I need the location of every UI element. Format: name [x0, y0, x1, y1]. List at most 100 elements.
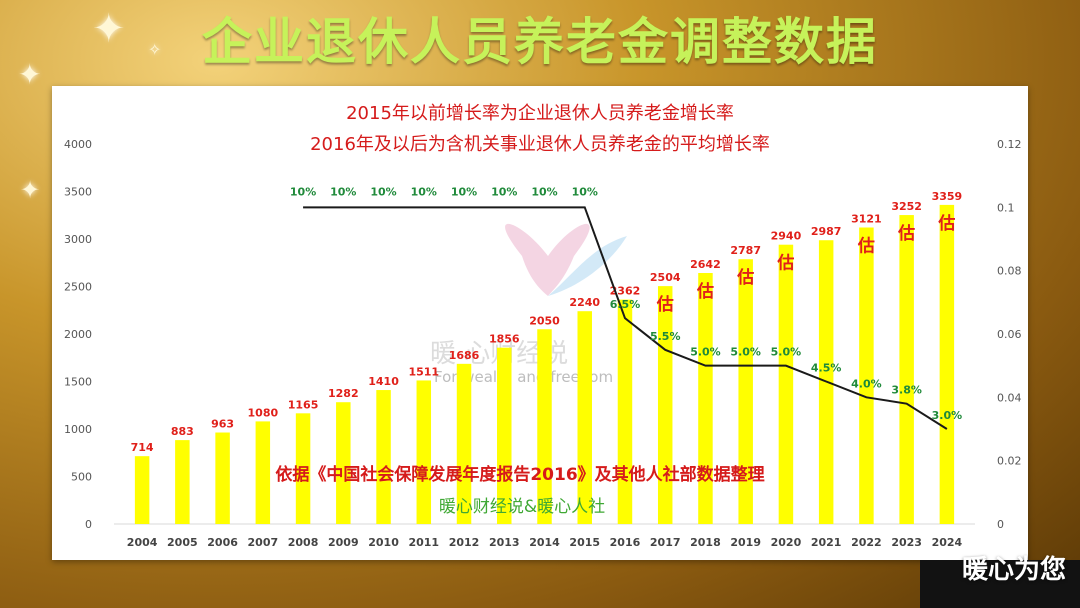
- bar-value-label: 2787: [730, 244, 761, 257]
- bar-value-label: 2504: [650, 271, 681, 284]
- y-left-tick-label: 1500: [64, 376, 92, 389]
- bar: [859, 227, 874, 524]
- y-right-tick-label: 0.04: [997, 391, 1022, 404]
- bar: [416, 380, 432, 524]
- bar-value-label: 1511: [408, 365, 439, 378]
- x-tick-label: 2008: [288, 536, 319, 549]
- bar-value-label: 2940: [771, 230, 802, 243]
- bar: [537, 329, 552, 524]
- x-tick-label: 2015: [569, 536, 600, 549]
- growth-rate-line: [303, 206, 948, 430]
- growth-rate-label: 10%: [290, 185, 316, 198]
- bar-value-label: 2642: [690, 258, 721, 271]
- estimate-mark: 估: [937, 213, 955, 234]
- bar-value-label: 1165: [288, 398, 319, 411]
- bar-value-label: 3121: [851, 213, 882, 226]
- bar: [336, 402, 351, 524]
- x-tick-label: 2019: [730, 536, 761, 549]
- bar: [778, 244, 794, 524]
- x-tick-label: 2009: [328, 536, 359, 549]
- y-left-tick-label: 2500: [64, 281, 92, 294]
- credit-note: 暖心财经说&暖心人社: [439, 497, 605, 517]
- sparkle-decoration: ✦: [92, 6, 126, 52]
- growth-rate-label: 3.8%: [891, 384, 922, 397]
- y-left-tick-label: 2000: [64, 328, 92, 341]
- chart-panel: 暖 心财经说 For wealth and freedom 2015年以前增长率…: [52, 86, 1028, 560]
- bar: [939, 204, 955, 524]
- bar: [698, 273, 713, 524]
- growth-rate-label: 5.0%: [730, 346, 761, 359]
- bar: [134, 456, 150, 524]
- bar: [497, 347, 512, 524]
- bar-value-label: 1686: [449, 349, 480, 362]
- bar: [175, 440, 190, 524]
- pension-chart: 暖 心财经说 For wealth and freedom 2015年以前增长率…: [64, 103, 1022, 549]
- watermark-en: For wealth and freedom: [434, 368, 613, 386]
- sparkle-decoration: ✦: [20, 176, 41, 204]
- y-left-tick-label: 1000: [64, 423, 92, 436]
- estimate-mark: 估: [656, 294, 674, 315]
- y-right-tick-label: 0.06: [997, 328, 1022, 341]
- y-left-tick-label: 4000: [64, 138, 92, 151]
- bar-value-label: 3252: [891, 200, 922, 213]
- y-right-tick-label: 0.02: [997, 455, 1022, 468]
- growth-rate-label: 10%: [491, 185, 517, 198]
- bar: [215, 432, 230, 524]
- bar-value-label: 2987: [811, 225, 842, 238]
- brand-mark: 暖心为您: [961, 555, 1066, 585]
- corner-band: [920, 560, 1080, 608]
- x-tick-label: 2005: [167, 536, 198, 549]
- x-tick-label: 2023: [891, 536, 922, 549]
- bar-value-label: 963: [211, 418, 234, 431]
- bar-value-label: 2050: [529, 314, 560, 327]
- bar: [295, 413, 311, 524]
- bar-value-label: 3359: [932, 190, 963, 203]
- chart-subtitle-line-2: 2016年及以后为含机关事业退休人员养老金的平均增长率: [310, 134, 770, 155]
- source-note: 依据《中国社会保障发展年度报告2016》及其他人社部数据整理: [275, 464, 764, 485]
- y-left-tick-label: 3000: [64, 233, 92, 246]
- estimate-mark: 估: [736, 267, 754, 288]
- bar-value-label: 883: [171, 425, 194, 438]
- growth-rate-label: 5.5%: [650, 330, 681, 343]
- growth-rate-label: 4.0%: [851, 377, 882, 390]
- page-title: 企业退休人员养老金调整数据: [202, 13, 878, 71]
- x-tick-label: 2010: [368, 536, 399, 549]
- x-tick-label: 2004: [127, 536, 158, 549]
- growth-rate-label: 4.5%: [811, 362, 842, 375]
- estimate-mark: 估: [696, 281, 714, 302]
- x-tick-label: 2018: [690, 536, 721, 549]
- x-tick-label: 2013: [489, 536, 520, 549]
- bar-series: 714 883 963 1080 1165 1282 1410 1511 1686 1856 205…: [131, 190, 963, 525]
- y-left-tick-label: 0: [85, 518, 92, 531]
- sparkle-decoration: ✧: [148, 40, 162, 59]
- estimate-mark: 估: [897, 223, 915, 244]
- y-right-tick-label: 0.12: [997, 138, 1022, 151]
- growth-rate-label: 10%: [572, 185, 598, 198]
- x-tick-label: 2012: [449, 536, 480, 549]
- growth-rate-label: 10%: [411, 185, 437, 198]
- sparkle-decoration: ✦: [18, 58, 42, 91]
- growth-rate-label: 10%: [531, 185, 557, 198]
- x-tick-label: 2011: [408, 536, 439, 549]
- bar-value-label: 714: [131, 441, 154, 454]
- bar: [255, 421, 271, 524]
- y-left-tick-label: 500: [71, 471, 92, 484]
- y-right-tick-label: 0: [997, 518, 1004, 531]
- bar-value-label: 1856: [489, 333, 520, 346]
- x-tick-label: 2022: [851, 536, 882, 549]
- bar: [617, 299, 633, 524]
- x-tick-label: 2016: [610, 536, 641, 549]
- x-tick-label: 2021: [811, 536, 842, 549]
- growth-rate-label: 6.5%: [610, 298, 641, 311]
- y-right-tick-label: 0.08: [997, 265, 1022, 278]
- growth-rate-label: 10%: [330, 185, 356, 198]
- bar-value-label: 2240: [569, 296, 600, 309]
- growth-rate-series: 10% 10% 10% 10% 10% 10% 10% 10% 6.5% 5.5% 5.0% 5.0%…: [290, 185, 962, 430]
- x-tick-label: 2006: [207, 536, 238, 549]
- x-tick-label: 2017: [650, 536, 681, 549]
- bar: [577, 311, 592, 524]
- chart-subtitle-line-1: 2015年以前增长率为企业退休人员养老金增长率: [346, 103, 734, 124]
- bar: [657, 286, 673, 524]
- bar: [899, 215, 914, 524]
- growth-rate-label: 5.0%: [771, 346, 802, 359]
